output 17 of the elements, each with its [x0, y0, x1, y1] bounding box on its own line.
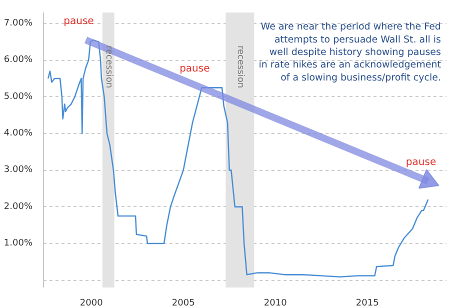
annotation: pause	[64, 16, 94, 27]
y-tick-label: 2.00%	[4, 202, 33, 212]
y-tick-label: 7.00%	[4, 18, 33, 28]
y-tick-label: 1.00%	[4, 238, 33, 248]
annotation: pause	[406, 157, 436, 168]
annotation: We are near the period where the Fed attempts to persuade Wall St. all is well despite history showing pauses in rate hikes are an acknowledgement of a slowing business/profit cycle.	[258, 22, 442, 84]
band-label: recession	[234, 46, 245, 88]
y-tick-label: 5.00%	[4, 92, 33, 102]
y-tick-label: 4.00%	[4, 128, 33, 138]
band-label: recession	[103, 46, 114, 88]
x-tick-label: 2015	[356, 298, 379, 308]
x-tick-label: 2005	[172, 298, 195, 308]
y-tick-label: 3.00%	[4, 165, 33, 176]
x-tick-label: 2010	[264, 298, 288, 308]
y-tick-label: 6.00%	[4, 55, 33, 66]
annotation: pause	[180, 64, 210, 75]
x-tick-label: 2000	[80, 298, 104, 308]
